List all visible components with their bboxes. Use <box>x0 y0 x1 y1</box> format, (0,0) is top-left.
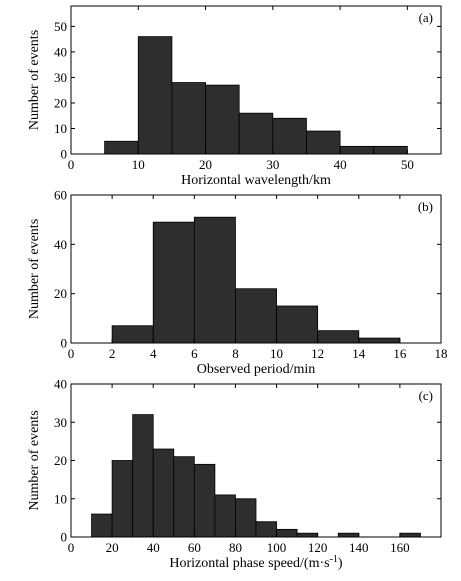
histogram-bar <box>171 82 206 155</box>
histogram-bar <box>373 145 408 155</box>
y-tick-label: 10 <box>54 491 67 506</box>
y-tick-label: 40 <box>54 237 67 252</box>
x-tick-label: 80 <box>229 540 242 555</box>
histogram-panel: 0 2 4 6 8 10 12 14 16 18 0 20 40 60 (b) Observed period… <box>27 188 448 378</box>
x-tick-label: 40 <box>147 540 160 555</box>
histogram-bar <box>104 140 139 155</box>
histogram-bar <box>296 532 319 538</box>
y-tick-label: 20 <box>54 286 67 301</box>
x-axis-label: Horizontal phase speed/(m·s-1) <box>169 554 343 571</box>
histogram-bar <box>137 36 173 155</box>
histogram-bar <box>235 498 257 538</box>
plot-frame <box>70 194 442 344</box>
panel-label: (a) <box>419 10 433 25</box>
y-tick-label: 30 <box>54 415 67 430</box>
x-tick-label: 120 <box>308 540 328 555</box>
y-tick-label: 40 <box>54 377 67 392</box>
histogram-bar <box>132 414 154 538</box>
y-axis-label: Number of events <box>27 219 42 319</box>
histogram-bar <box>111 325 154 344</box>
x-tick-label: 10 <box>132 157 145 172</box>
x-axis-label-suffix: ) <box>338 556 343 571</box>
x-tick-label: 18 <box>435 346 448 361</box>
y-tick-label: 30 <box>54 70 67 85</box>
y-tick-label: 50 <box>54 19 67 34</box>
y-tick-label: 0 <box>61 147 68 162</box>
histogram-panel: 0 10 20 30 40 50 0 10 20 30 40 50 (a) Horizontal wave… <box>27 5 442 188</box>
histogram-bar <box>272 117 307 155</box>
histogram-bar <box>205 84 240 155</box>
histogram-bar <box>238 112 274 155</box>
x-tick-label: 14 <box>352 346 366 361</box>
histogram-bar <box>306 130 341 155</box>
panel-label: (c) <box>419 388 433 403</box>
x-tick-label: 0 <box>68 346 75 361</box>
histogram-bar <box>255 521 277 538</box>
y-tick-label: 60 <box>54 188 67 203</box>
histogram-bar <box>173 456 195 538</box>
x-tick-label: 160 <box>390 540 410 555</box>
histogram-bar <box>91 513 113 538</box>
histogram-bar <box>317 330 360 344</box>
y-tick-label: 20 <box>54 95 67 110</box>
y-tick-label: 20 <box>54 453 67 468</box>
histogram-bar <box>339 145 375 155</box>
x-tick-label: 0 <box>68 157 75 172</box>
x-axis-label-superscript: -1 <box>330 554 338 565</box>
histogram-bar <box>214 494 236 538</box>
x-tick-label: 40 <box>334 157 347 172</box>
x-tick-label: 6 <box>191 346 198 361</box>
histogram-bar <box>152 448 175 538</box>
histogram-panel: 0 20 40 60 80 100 120 140 160 0 10 20 30 40 (c) Horizon… <box>27 377 442 571</box>
y-axis-label: Number of events <box>27 30 42 130</box>
histogram-bar <box>276 528 298 538</box>
x-tick-label: 60 <box>188 540 201 555</box>
histogram-bar <box>276 305 319 344</box>
x-tick-label: 4 <box>150 346 157 361</box>
y-tick-label: 10 <box>54 121 67 136</box>
x-tick-label: 0 <box>68 540 75 555</box>
x-tick-label: 30 <box>266 157 279 172</box>
x-tick-label: 2 <box>109 346 116 361</box>
histogram-bar <box>111 460 134 538</box>
histogram-bar <box>193 216 236 344</box>
x-tick-label: 140 <box>349 540 369 555</box>
histogram-bar <box>235 288 277 344</box>
x-tick-label: 16 <box>393 346 407 361</box>
histogram-bar <box>193 463 216 538</box>
x-tick-label: 20 <box>199 157 212 172</box>
histogram-bar <box>152 221 195 344</box>
x-tick-label: 10 <box>270 346 283 361</box>
y-tick-label: 40 <box>54 44 67 59</box>
x-axis-label: Horizontal wavelength/km <box>181 173 331 188</box>
y-axis-label: Number of events <box>27 410 42 510</box>
histogram-bar <box>337 532 360 538</box>
y-tick-label: 0 <box>61 530 68 545</box>
histogram-bar <box>399 532 421 538</box>
y-tick-label: 0 <box>61 336 68 351</box>
plot-frame <box>70 5 442 155</box>
x-tick-label: 12 <box>311 346 324 361</box>
x-tick-label: 8 <box>232 346 239 361</box>
panel-label: (b) <box>418 199 433 214</box>
x-tick-label: 50 <box>401 157 414 172</box>
x-tick-label: 100 <box>267 540 287 555</box>
x-tick-label: 20 <box>106 540 119 555</box>
histogram-bar <box>358 337 401 344</box>
x-axis-label: Observed period/min <box>197 362 316 377</box>
